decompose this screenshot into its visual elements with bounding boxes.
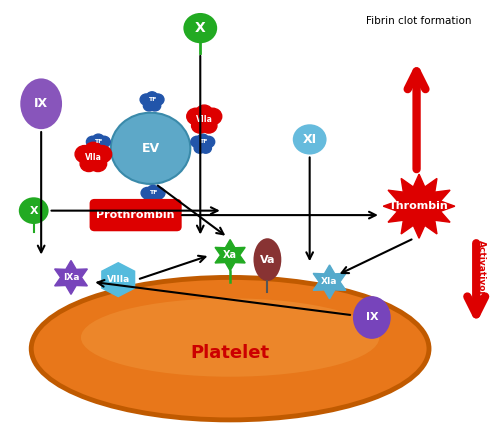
Circle shape xyxy=(80,156,98,172)
Text: EV: EV xyxy=(142,142,160,155)
Circle shape xyxy=(200,143,211,153)
Circle shape xyxy=(90,137,106,151)
Text: X: X xyxy=(30,206,38,215)
Circle shape xyxy=(192,118,208,133)
Circle shape xyxy=(194,137,211,151)
Circle shape xyxy=(152,94,164,105)
FancyBboxPatch shape xyxy=(90,200,180,230)
Text: IX: IX xyxy=(366,313,378,323)
Circle shape xyxy=(200,118,217,133)
Circle shape xyxy=(194,143,205,153)
Polygon shape xyxy=(102,263,134,297)
Circle shape xyxy=(86,136,99,147)
Circle shape xyxy=(90,143,101,153)
Circle shape xyxy=(145,188,161,202)
Text: IX: IX xyxy=(34,97,48,110)
Text: XI: XI xyxy=(302,133,316,146)
Circle shape xyxy=(148,185,158,195)
Text: Xa: Xa xyxy=(223,250,237,260)
Text: TF: TF xyxy=(94,139,102,144)
Text: Activativon: Activativon xyxy=(476,240,486,297)
Circle shape xyxy=(140,94,152,105)
Circle shape xyxy=(144,101,154,111)
Text: Platelet: Platelet xyxy=(190,344,270,362)
Circle shape xyxy=(144,94,160,109)
Circle shape xyxy=(150,101,160,111)
Circle shape xyxy=(19,197,48,224)
Text: VIIIa: VIIIa xyxy=(106,275,130,284)
Circle shape xyxy=(202,136,214,147)
Ellipse shape xyxy=(31,277,429,420)
Circle shape xyxy=(146,92,158,102)
Circle shape xyxy=(92,134,104,144)
Circle shape xyxy=(96,143,107,153)
Circle shape xyxy=(144,194,156,204)
Circle shape xyxy=(196,105,212,120)
Text: VIIa: VIIa xyxy=(196,115,212,124)
Text: XIa: XIa xyxy=(322,277,338,286)
Circle shape xyxy=(152,187,165,198)
Ellipse shape xyxy=(353,296,391,339)
Ellipse shape xyxy=(20,78,62,129)
Circle shape xyxy=(191,136,203,147)
Text: X: X xyxy=(195,21,205,35)
Polygon shape xyxy=(54,260,88,294)
Polygon shape xyxy=(215,240,245,271)
Circle shape xyxy=(84,142,102,158)
Circle shape xyxy=(293,124,326,155)
Circle shape xyxy=(150,194,162,204)
Ellipse shape xyxy=(254,238,281,281)
Text: TF: TF xyxy=(148,97,156,102)
Ellipse shape xyxy=(81,298,380,377)
Circle shape xyxy=(192,108,216,130)
Text: Fibrin clot formation: Fibrin clot formation xyxy=(366,17,472,26)
Circle shape xyxy=(90,156,106,172)
Circle shape xyxy=(204,108,222,125)
Circle shape xyxy=(187,108,205,125)
Circle shape xyxy=(184,13,217,43)
Circle shape xyxy=(81,146,106,168)
Circle shape xyxy=(98,136,110,147)
Circle shape xyxy=(92,146,112,163)
Circle shape xyxy=(141,187,154,198)
Circle shape xyxy=(111,113,190,184)
Polygon shape xyxy=(313,265,346,299)
Polygon shape xyxy=(384,174,455,238)
Circle shape xyxy=(75,146,94,163)
Text: Prothrombin: Prothrombin xyxy=(96,210,175,220)
Text: Thrombin: Thrombin xyxy=(389,201,449,211)
Text: Va: Va xyxy=(260,254,275,265)
Circle shape xyxy=(197,134,208,144)
Text: IXa: IXa xyxy=(63,273,79,282)
Text: TF: TF xyxy=(149,190,157,195)
Text: VIIa: VIIa xyxy=(85,153,102,162)
Text: TF: TF xyxy=(198,139,207,144)
